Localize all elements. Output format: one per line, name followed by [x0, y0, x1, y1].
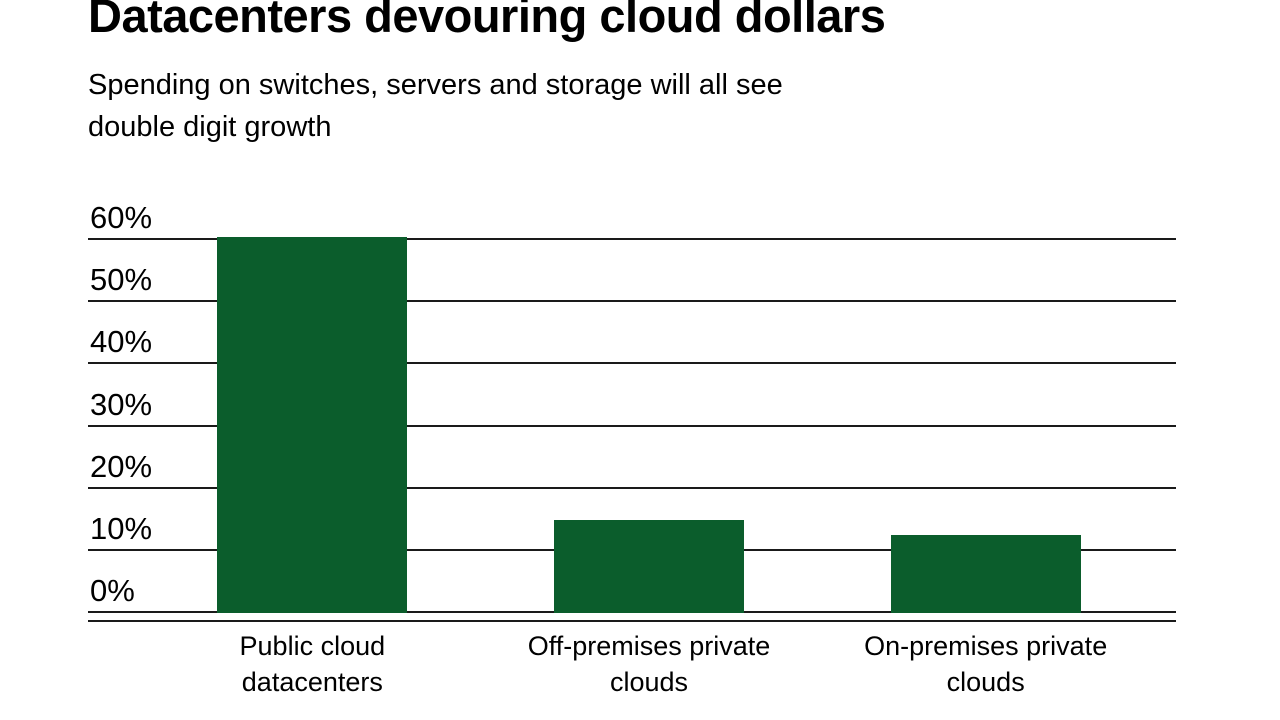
gridline — [88, 238, 1176, 240]
y-axis-tick-label: 50% — [90, 262, 153, 298]
x-axis-category-label: Public cloud datacenters — [239, 631, 386, 698]
chart-subtitle: Spending on switches, servers and storag… — [88, 69, 783, 144]
plot-area: 0% 10% 20% 30% 40% 50% 60% — [88, 202, 1176, 613]
x-labels: Public cloud datacenters Off-premises pri… — [144, 628, 1154, 701]
y-axis-tick-label: 40% — [90, 324, 153, 360]
bar-slot — [144, 236, 481, 613]
x-axis-line — [88, 620, 1176, 622]
bar-slot — [481, 240, 818, 613]
y-axis-tick-label: 0% — [90, 573, 135, 608]
gridline — [88, 486, 1176, 489]
gridline — [88, 300, 1176, 303]
y-axis-tick-label: 20% — [90, 448, 153, 484]
x-axis-category-label: On-premises private clouds — [864, 631, 1108, 698]
bar-1 — [217, 236, 408, 613]
bar-slot — [817, 240, 1154, 613]
gridline — [88, 424, 1176, 427]
bar-2 — [554, 519, 744, 613]
bar-3 — [890, 535, 1081, 613]
y-axis-tick-label: 60% — [90, 200, 153, 235]
bars — [144, 236, 1154, 613]
y-axis-tick-label: 10% — [90, 510, 153, 546]
chart-title: Datacenters devouring cloud dollars — [88, 0, 886, 42]
y-axis-tick-label: 30% — [90, 386, 153, 422]
x-axis-category-label: Off-premises private clouds — [527, 631, 771, 698]
gridline — [88, 362, 1176, 365]
